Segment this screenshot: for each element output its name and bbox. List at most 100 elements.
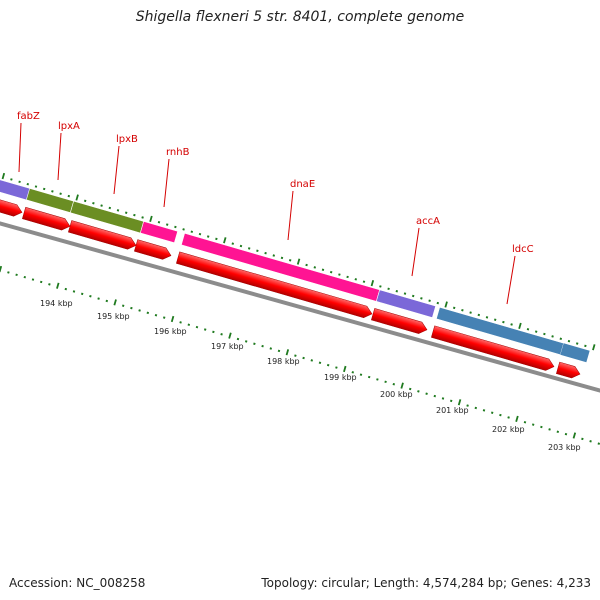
upper-tick bbox=[239, 244, 243, 248]
upper-tick bbox=[272, 254, 276, 257]
lower-tick bbox=[146, 311, 150, 315]
upper-tick bbox=[182, 228, 185, 231]
gene-feature-extra bbox=[560, 343, 590, 363]
upper-tick bbox=[157, 220, 161, 224]
lower-tick bbox=[531, 423, 535, 426]
lower-tick bbox=[130, 306, 133, 310]
lower-tick bbox=[294, 354, 297, 357]
lower-tick bbox=[179, 321, 182, 324]
label-leader-ldcC bbox=[506, 255, 516, 305]
upper-tick bbox=[75, 194, 79, 201]
lower-tick bbox=[400, 382, 404, 389]
lower-tick bbox=[220, 333, 223, 336]
lower-tick bbox=[564, 432, 568, 436]
lower-tick bbox=[23, 275, 27, 279]
upper-tick bbox=[420, 297, 423, 300]
upper-tick bbox=[149, 215, 153, 223]
upper-tick bbox=[313, 266, 317, 269]
upper-tick bbox=[567, 339, 571, 343]
lower-tick bbox=[64, 287, 68, 291]
lower-tick bbox=[490, 411, 494, 414]
lower-tick bbox=[244, 340, 248, 343]
lower-tick bbox=[39, 280, 43, 284]
lower-tick bbox=[449, 399, 453, 403]
upper-tick bbox=[534, 330, 538, 333]
upper-tick bbox=[592, 344, 596, 351]
cds-arrow bbox=[0, 197, 23, 217]
upper-tick bbox=[67, 194, 71, 198]
lower-tick bbox=[572, 432, 577, 439]
kbp-label: 200 kbp bbox=[380, 390, 413, 399]
gene-feature-accA bbox=[375, 289, 437, 318]
upper-tick bbox=[141, 216, 144, 219]
upper-tick bbox=[133, 213, 136, 217]
upper-tick bbox=[18, 180, 21, 184]
gene-label-dnaE: dnaE bbox=[290, 179, 315, 190]
upper-tick bbox=[510, 323, 513, 326]
label-leader-fabZ bbox=[18, 122, 22, 173]
lower-tick bbox=[540, 425, 543, 429]
lower-tick bbox=[269, 347, 273, 350]
upper-tick bbox=[296, 258, 301, 265]
upper-tick bbox=[190, 230, 194, 233]
upper-tick bbox=[346, 275, 349, 279]
lower-tick bbox=[433, 394, 437, 398]
lower-tick bbox=[589, 440, 592, 443]
upper-tick bbox=[370, 279, 375, 287]
genome-backbone bbox=[0, 221, 600, 393]
lower-tick bbox=[212, 330, 215, 334]
upper-tick bbox=[223, 237, 227, 244]
upper-tick bbox=[321, 268, 325, 272]
lower-tick bbox=[261, 344, 264, 348]
lower-tick bbox=[285, 349, 290, 356]
lower-tick bbox=[548, 428, 551, 431]
upper-tick bbox=[165, 223, 169, 226]
kbp-label: 203 kbp bbox=[548, 443, 581, 452]
upper-tick bbox=[362, 280, 366, 283]
upper-tick bbox=[83, 199, 87, 203]
kbp-label: 196 kbp bbox=[154, 327, 187, 336]
lower-tick bbox=[195, 325, 199, 329]
lower-tick bbox=[367, 375, 371, 379]
lower-tick bbox=[310, 359, 314, 362]
upper-tick bbox=[469, 311, 472, 314]
lower-tick bbox=[228, 332, 232, 339]
lower-tick bbox=[507, 416, 510, 419]
gene-label-fabZ: fabZ bbox=[17, 111, 40, 122]
lower-tick bbox=[7, 271, 10, 274]
upper-tick bbox=[543, 332, 546, 336]
upper-tick bbox=[452, 306, 456, 310]
gene-feature-rnhB bbox=[139, 221, 179, 244]
upper-tick bbox=[436, 301, 440, 305]
lower-tick bbox=[515, 415, 519, 423]
upper-tick bbox=[551, 335, 554, 338]
cds-arrow bbox=[176, 251, 373, 318]
upper-tick bbox=[502, 320, 505, 324]
upper-tick bbox=[518, 322, 522, 330]
upper-tick bbox=[42, 187, 46, 191]
lower-tick bbox=[97, 297, 100, 300]
upper-tick bbox=[575, 342, 579, 345]
label-leader-dnaE bbox=[287, 190, 294, 241]
lower-tick bbox=[105, 299, 109, 303]
lower-tick bbox=[335, 366, 338, 369]
upper-tick bbox=[584, 344, 587, 348]
upper-tick bbox=[280, 256, 284, 260]
lower-tick bbox=[384, 380, 387, 384]
upper-tick bbox=[395, 289, 399, 293]
lower-tick bbox=[474, 406, 478, 410]
cds-arrow bbox=[431, 325, 555, 371]
lower-tick bbox=[417, 390, 420, 393]
lower-tick bbox=[236, 337, 240, 341]
lower-tick bbox=[482, 409, 486, 412]
gene-feature-lpxA bbox=[25, 187, 75, 214]
kbp-label: 194 kbp bbox=[40, 299, 73, 308]
upper-tick bbox=[198, 232, 202, 236]
cds-arrow bbox=[68, 220, 137, 250]
lower-tick bbox=[466, 404, 469, 407]
label-leader-accA bbox=[411, 227, 420, 277]
gene-label-ldcC: ldcC bbox=[512, 244, 534, 255]
lower-tick bbox=[425, 392, 428, 395]
lower-tick bbox=[441, 397, 445, 400]
